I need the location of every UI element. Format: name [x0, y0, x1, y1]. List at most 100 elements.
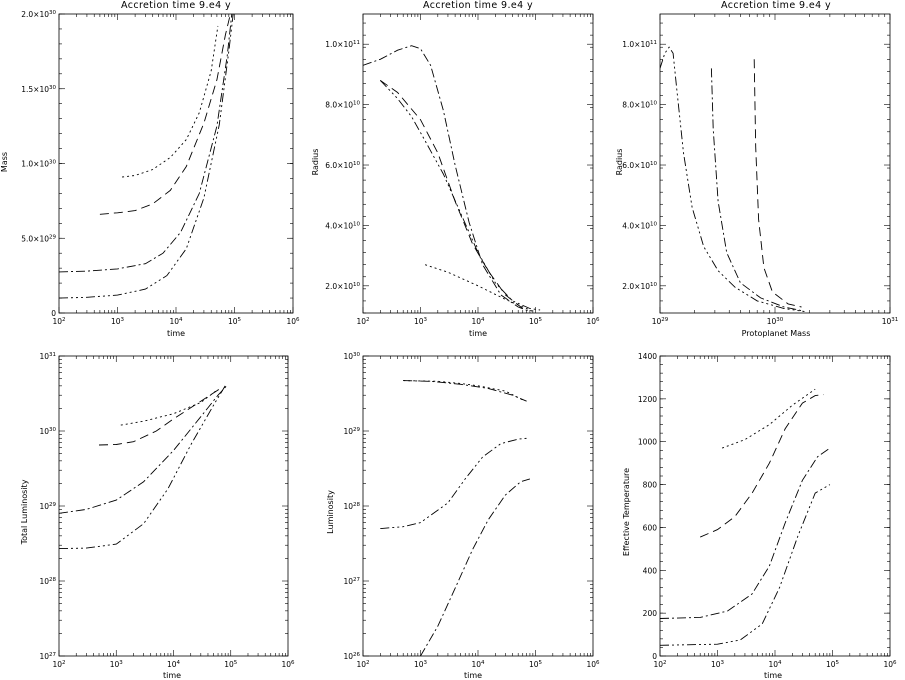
x-tick-label: 102: [356, 660, 369, 669]
x-axis-label: time: [167, 329, 185, 338]
y-tick-label: 1027: [39, 652, 56, 661]
x-tick-label: 103: [414, 317, 428, 326]
y-tick-label: 400: [643, 566, 658, 575]
series-line-2: [98, 387, 223, 446]
mass-vs-time-panel: Accretion time 9.e4 y time Mass 102 103 10…: [0, 0, 300, 338]
y-tick-label: 0: [652, 652, 657, 661]
panel-title: Accretion time 9.e4 y: [121, 0, 231, 11]
x-tick-label: 103: [110, 660, 124, 669]
series-line-3: [59, 14, 233, 273]
y-tick-label: 6.0×1010: [325, 161, 360, 170]
y-tick-label: 2.0×1030: [21, 10, 56, 19]
x-tick-label: 1031: [882, 317, 899, 326]
series-line-3: [660, 46, 805, 312]
y-tick-label: 2.0×1010: [622, 282, 657, 291]
x-tick-label: 106: [883, 660, 897, 669]
y-axis-label: Mass: [0, 152, 9, 172]
x-tick-label: 106: [586, 317, 600, 326]
x-tick-label: 106: [286, 317, 300, 326]
plot-frame: [58, 355, 289, 657]
y-tick-label: 1030: [343, 352, 360, 361]
series-line-1: [122, 25, 219, 178]
y-tick-label: 1.0×1030: [21, 160, 56, 169]
x-axis-label: Protoplanet Mass: [742, 329, 811, 338]
y-tick-label: 1.0×1011: [325, 40, 360, 49]
series-line-2: [710, 68, 802, 312]
plot-frame: [58, 13, 294, 314]
luminosity-panel: time Luminosity 102 103 104 105 106 1026 1027 1…: [326, 352, 600, 680]
x-tick-label: 105: [529, 317, 543, 326]
y-tick-label: 1031: [39, 352, 56, 361]
y-tick-label: 1400: [638, 352, 657, 361]
series-line-4: [59, 385, 226, 550]
series-line-4: [59, 14, 234, 299]
x-axis-label: time: [469, 329, 487, 338]
y-tick-label: 1028: [39, 577, 56, 586]
x-tick-label: 106: [281, 660, 295, 669]
x-axis-label: time: [764, 671, 782, 680]
plot-frame: [362, 355, 594, 657]
series-line-3: [59, 385, 228, 514]
x-tick-label: 105: [529, 660, 543, 669]
y-tick-label: 1026: [343, 652, 360, 661]
panel-title: Accretion time 9.e4 y: [423, 0, 533, 11]
x-tick-label: 1030: [767, 317, 784, 326]
x-tick-label: 103: [711, 660, 725, 669]
y-tick-label: 8.0×1010: [325, 101, 360, 110]
panel-title: Accretion time 9.e4 y: [721, 0, 831, 11]
x-tick-label: 106: [586, 660, 600, 669]
x-tick-label: 1029: [652, 317, 669, 326]
x-tick-label: 102: [52, 317, 65, 326]
y-axis-label: Radius: [311, 149, 320, 176]
series-line-2: [700, 394, 824, 538]
x-axis-label: time: [163, 671, 181, 680]
x-tick-label: 104: [768, 660, 782, 669]
x-tick-label: 105: [224, 660, 238, 669]
y-tick-label: 200: [643, 609, 658, 618]
plot-frame: [659, 13, 891, 314]
y-tick-label: 1029: [39, 502, 56, 511]
series-line-2: [99, 14, 231, 215]
y-tick-label: 1000: [638, 438, 657, 447]
radius-vs-time-panel: Accretion time 9.e4 y time Radius 102 103…: [311, 0, 600, 338]
y-tick-label: 4.0×1010: [622, 221, 657, 230]
y-tick-label: 1029: [343, 427, 360, 436]
y-tick-label: 800: [643, 481, 658, 490]
series-line-1: [424, 264, 534, 312]
y-tick-label: 1.5×1030: [21, 85, 56, 94]
y-axis-label: Effective Temperature: [622, 468, 631, 556]
x-tick-label: 104: [169, 317, 183, 326]
x-tick-label: 104: [167, 660, 181, 669]
x-tick-label: 104: [471, 660, 485, 669]
y-tick-label: 6.0×1010: [622, 161, 657, 170]
x-tick-label: 105: [228, 317, 242, 326]
y-tick-label: 8.0×1010: [622, 101, 657, 110]
series-line-1: [721, 388, 816, 449]
x-tick-label: 102: [356, 317, 369, 326]
effective-temperature-panel: time Effective Temperature 102 103 104 105 1…: [622, 352, 897, 680]
x-tick-label: 102: [52, 660, 65, 669]
series-line-3: [363, 45, 531, 312]
radius-vs-mass-panel: Accretion time 9.e4 y Protoplanet Mass R…: [615, 0, 898, 338]
total-luminosity-panel: time Total Luminosity 102 103 104 105 106 102…: [20, 352, 295, 680]
y-axis-label: Total Luminosity: [20, 479, 29, 545]
y-tick-label: 1028: [343, 502, 360, 511]
y-tick-label: 600: [643, 523, 658, 532]
series-line-4: [420, 478, 531, 656]
series-line-1: [403, 380, 523, 401]
y-tick-label: 0: [51, 309, 56, 318]
series-line-1: [120, 388, 219, 426]
x-tick-label: 103: [414, 660, 428, 669]
series-line-1: [753, 59, 802, 308]
y-tick-label: 1027: [343, 577, 360, 586]
plot-frame: [659, 355, 891, 657]
x-tick-label: 102: [653, 660, 666, 669]
y-tick-label: 4.0×1010: [325, 221, 360, 230]
x-axis-label: time: [464, 671, 482, 680]
y-tick-label: 2.0×1010: [325, 282, 360, 291]
x-tick-label: 104: [471, 317, 485, 326]
series-line-2: [380, 80, 523, 309]
y-tick-label: 5.0×1029: [21, 234, 56, 243]
series-line-2: [403, 380, 527, 402]
